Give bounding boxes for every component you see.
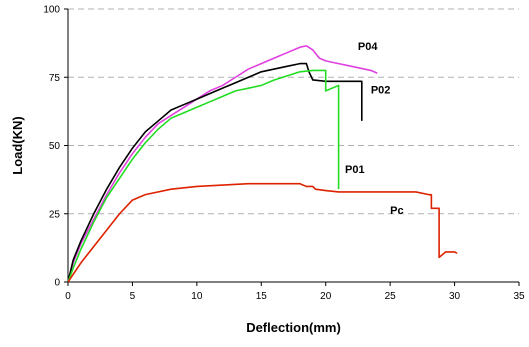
y-tick-label-75: 75	[49, 73, 61, 84]
series-line-pc	[67, 182, 458, 283]
y-tick-label-0: 0	[54, 278, 60, 289]
series-label-p02: P02	[371, 85, 391, 97]
series-label-p04: P04	[358, 41, 378, 53]
x-tick-label-20: 20	[320, 291, 332, 302]
series-label-pc: Pc	[390, 205, 403, 217]
series-label-p01: P01	[345, 164, 365, 176]
x-tick-label-15: 15	[256, 291, 268, 302]
x-tick-label-30: 30	[449, 291, 461, 302]
series-line-p04	[67, 45, 378, 283]
x-tick-label-10: 10	[191, 291, 203, 302]
x-tick-label-35: 35	[513, 291, 525, 302]
x-axis-title: Deflection(mm)	[246, 320, 341, 335]
series-lines	[67, 45, 458, 283]
x-tick-label-0: 0	[65, 291, 71, 302]
x-tick-label-5: 5	[130, 291, 136, 302]
series-line-p01	[67, 69, 340, 283]
y-tick-label-50: 50	[49, 141, 61, 152]
x-tick-label-25: 25	[385, 291, 397, 302]
series-annotations: P04 P02 P01 Pc	[345, 41, 404, 217]
y-tick-label-100: 100	[43, 5, 60, 16]
y-axis-title: Load(KN)	[10, 116, 25, 175]
tick-labels: 0 25 50 75 100 0 5 10 15 20 25 30 35	[43, 5, 525, 303]
series-line-p02	[67, 62, 363, 283]
y-tick-label-25: 25	[49, 209, 61, 220]
